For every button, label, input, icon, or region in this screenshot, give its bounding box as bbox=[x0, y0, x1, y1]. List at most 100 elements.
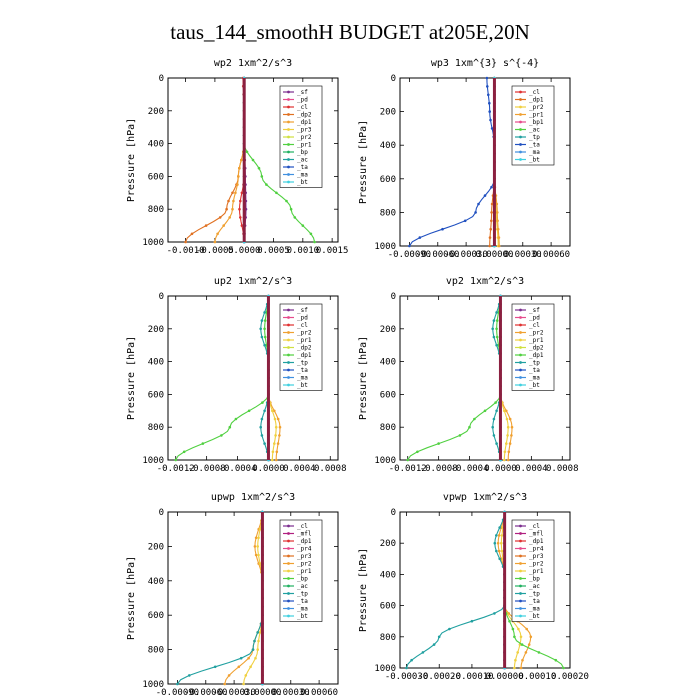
series-point bbox=[301, 224, 305, 227]
y-axis-label: Pressure [hPa] bbox=[358, 336, 369, 420]
series-point bbox=[260, 335, 264, 339]
x-tick-label: -0.00060 bbox=[184, 688, 227, 698]
series-point bbox=[182, 450, 186, 454]
legend-marker bbox=[287, 143, 290, 146]
series-point bbox=[242, 682, 245, 686]
x-tick-label: -0.0008 bbox=[420, 464, 458, 474]
x-tick-label: 0.00060 bbox=[532, 250, 570, 260]
series-point bbox=[271, 409, 274, 413]
x-tick-label: 0.0000 bbox=[228, 246, 261, 256]
series-point bbox=[468, 425, 471, 429]
y-tick-label: 200 bbox=[148, 107, 164, 117]
chart-panel-2: wp3 1xm^{3} s^{-4} Pressure [hPa] 0 200 400 6… bbox=[358, 58, 571, 260]
legend-entry: _pd bbox=[529, 315, 540, 322]
series-point bbox=[496, 219, 499, 223]
legend-marker bbox=[287, 338, 290, 342]
y-axis-label: Pressure [hPa] bbox=[126, 336, 137, 420]
series-point bbox=[190, 232, 194, 236]
x-tick-label: 0.0004 bbox=[515, 464, 548, 474]
legend-marker bbox=[519, 592, 522, 595]
series-point bbox=[554, 658, 558, 662]
legend-entry: _pr1 bbox=[297, 568, 312, 575]
series-point bbox=[437, 442, 440, 445]
legend-marker bbox=[287, 173, 290, 176]
plot-frame bbox=[399, 511, 571, 669]
series-point bbox=[278, 434, 281, 437]
series-point bbox=[234, 191, 237, 195]
series-point bbox=[247, 656, 250, 660]
series-point bbox=[525, 627, 528, 631]
series-point bbox=[488, 236, 492, 239]
legend-entry: _dp1 bbox=[529, 352, 544, 359]
legend-marker bbox=[519, 524, 522, 528]
y-tick-label: 800 bbox=[380, 423, 396, 433]
series-point bbox=[285, 199, 288, 203]
legend-entry: _dp1 bbox=[297, 352, 312, 359]
x-tick-label: -0.0010 bbox=[167, 246, 205, 256]
series-point bbox=[492, 417, 496, 421]
series-point bbox=[232, 199, 235, 203]
legend-marker bbox=[519, 361, 522, 364]
legend-entry: _cl bbox=[297, 104, 308, 111]
y-axis-label: Pressure [hPa] bbox=[126, 118, 137, 202]
series-point bbox=[508, 417, 512, 421]
x-tick-label: -0.00090 bbox=[156, 688, 199, 698]
legend-marker bbox=[287, 539, 290, 543]
legend-entry: _ma bbox=[529, 149, 540, 156]
series-point bbox=[495, 202, 499, 206]
x-tick-label: 0.0008 bbox=[314, 464, 347, 474]
legend-marker bbox=[287, 105, 290, 109]
legend-marker bbox=[287, 547, 290, 550]
series-point bbox=[201, 442, 205, 445]
series-point bbox=[513, 666, 516, 670]
series-point bbox=[254, 553, 258, 557]
series-point bbox=[485, 76, 489, 80]
y-tick-label: 0 bbox=[159, 292, 164, 302]
y-tick-label: 200 bbox=[380, 108, 396, 118]
series-point bbox=[309, 232, 313, 236]
legend-entry: _ma bbox=[297, 606, 308, 613]
y-tick-label: 0 bbox=[159, 74, 164, 84]
series-point bbox=[237, 175, 240, 178]
series-point bbox=[228, 425, 232, 429]
series-point bbox=[505, 409, 508, 413]
series-point bbox=[519, 635, 523, 639]
legend-marker bbox=[287, 120, 290, 124]
legend-marker bbox=[287, 614, 290, 618]
series-point bbox=[516, 651, 519, 654]
series-point bbox=[527, 643, 531, 646]
legend-marker bbox=[287, 368, 290, 372]
series-point bbox=[562, 666, 565, 670]
legend-entry: _mfl bbox=[529, 531, 544, 538]
x-tick-label: -0.00030 bbox=[385, 672, 428, 682]
series-point bbox=[257, 639, 260, 643]
x-tick-label: -0.00060 bbox=[416, 250, 459, 260]
series-point bbox=[240, 158, 243, 162]
series-point bbox=[247, 409, 251, 413]
series-point bbox=[498, 526, 502, 529]
series-point bbox=[227, 674, 231, 677]
legend-entry: _tp bbox=[529, 360, 540, 367]
series-point bbox=[497, 236, 501, 239]
legend-marker bbox=[287, 383, 290, 387]
legend-entry: _pr4 bbox=[297, 546, 312, 553]
series-point bbox=[275, 191, 278, 195]
series-point bbox=[213, 240, 217, 244]
legend-entry: _ta bbox=[529, 142, 540, 149]
series-point bbox=[490, 202, 494, 206]
legend-entry: _pr2 bbox=[529, 330, 544, 337]
legend-marker bbox=[519, 368, 522, 372]
y-tick-label: 600 bbox=[148, 390, 164, 400]
series-point bbox=[274, 458, 278, 462]
series-point bbox=[204, 224, 208, 227]
legend-marker bbox=[519, 614, 522, 618]
series-point bbox=[488, 101, 491, 105]
legend-entry: _pr2 bbox=[529, 104, 544, 111]
legend-entry: _ta bbox=[529, 598, 540, 605]
x-tick-label: 0.0010 bbox=[287, 246, 320, 256]
legend-entry: _bt bbox=[529, 157, 540, 164]
series-point bbox=[222, 224, 225, 227]
y-tick-label: 1000 bbox=[142, 680, 164, 690]
x-tick-label: 0.00000 bbox=[486, 672, 524, 682]
series-point bbox=[273, 417, 277, 421]
